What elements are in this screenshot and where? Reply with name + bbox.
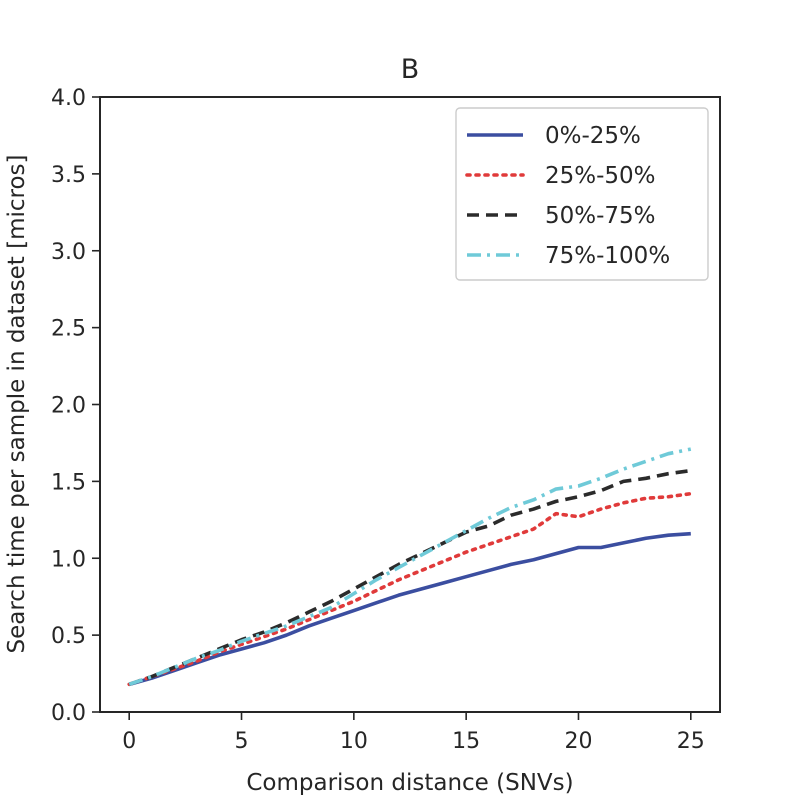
series-layer <box>127 447 693 687</box>
legend-label-0: 0%-25% <box>545 123 641 149</box>
y-axis-label: Search time per sample in dataset [micro… <box>4 155 30 654</box>
y-tick-label: 0.5 <box>51 624 86 649</box>
x-tick-label: 15 <box>452 729 480 754</box>
legend-label-3: 75%-100% <box>545 243 670 269</box>
legend: 0%-25% 25%-50% 50%-75% 75%-100% <box>455 107 709 281</box>
y-tick-label: 0.0 <box>51 701 86 726</box>
chart-title: B <box>401 54 420 85</box>
legend-box <box>455 107 709 281</box>
axes-layer: 0 5 10 15 20 25 0.0 0.5 1.0 1.5 2.0 2.5 3.0 3.5 4.0 <box>51 86 721 754</box>
series-line-3 <box>128 447 692 687</box>
x-tick-label: 20 <box>564 729 592 754</box>
legend-label-1: 25%-50% <box>545 163 656 189</box>
x-tick-label: 25 <box>677 729 705 754</box>
series-line-0 <box>128 531 691 687</box>
y-tick-label: 2.0 <box>51 394 86 419</box>
y-tick-label: 1.5 <box>51 470 86 495</box>
series-line-1 <box>127 491 693 687</box>
x-tick-label: 5 <box>235 729 249 754</box>
x-tick-label: 10 <box>340 729 368 754</box>
y-tick-label: 3.5 <box>51 163 86 188</box>
y-tick-label: 3.0 <box>51 240 86 265</box>
y-tick-label: 4.0 <box>51 86 86 111</box>
y-tick-label: 1.0 <box>51 547 86 572</box>
legend-label-2: 50%-75% <box>545 203 656 229</box>
x-tick-label: 0 <box>122 729 136 754</box>
y-tick-label: 2.5 <box>51 317 86 342</box>
x-axis-label: Comparison distance (SNVs) <box>246 770 573 796</box>
